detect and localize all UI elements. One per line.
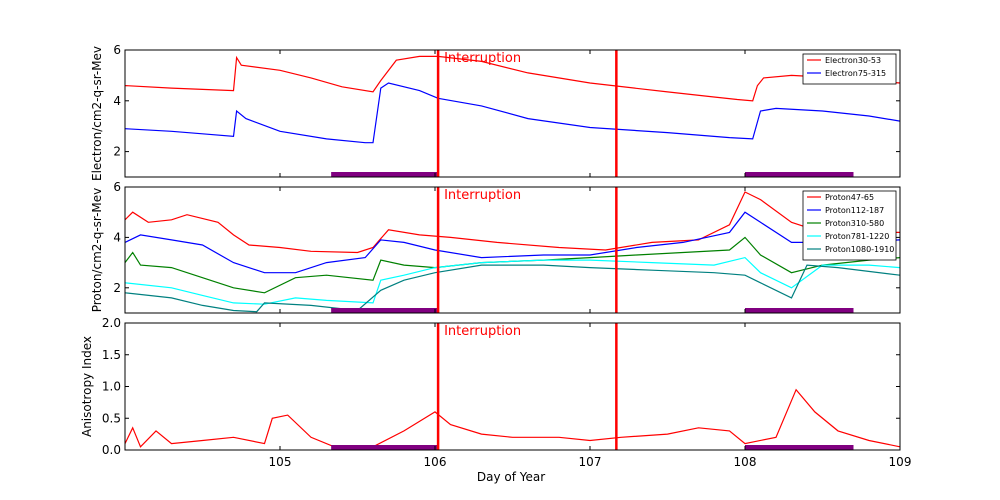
legend-entry: Proton310-580 [825,219,884,228]
axes-frame [124,49,901,178]
legend-entry: Electron75-315 [825,69,886,78]
y-axis-label: Anisotropy Index [80,336,94,437]
panel-1: Interruption 2 4 6 Electron/cm2-q-sr-Mev Elec… [90,43,901,181]
x-tick-label: 107 [579,455,602,469]
series-line-anisotropy [125,388,900,448]
data-gap-bar [331,172,439,177]
x-axis-label: Day of Year [477,470,545,484]
legend-entry: Proton781-1220 [825,232,889,241]
data-gap-bar [331,308,439,313]
data-gap-bar [331,445,439,450]
interruption-label: Interruption [444,324,521,339]
y-tick-label: 2 [113,145,121,159]
y-tick-label: 1.5 [102,348,121,362]
data-gap-bar [745,308,854,313]
y-tick-label: 2.0 [102,316,121,330]
y-tick-label: 6 [113,180,121,194]
axes-frame [124,186,901,314]
x-tick-label: 109 [889,455,912,469]
series-line-proton47-65 [125,191,900,254]
series-line-electron30-53 [125,55,900,102]
legend-entry: Proton47-65 [825,193,874,202]
plot-area [125,187,900,313]
series-line-proton1080-1910 [125,264,900,313]
data-gap-bar [745,172,854,177]
y-axis-label: Proton/cm2-q-sr-Mev [90,188,104,313]
legend-entry: Proton112-187 [825,206,884,215]
y-tick-label: 4 [113,94,121,108]
y-tick-label: 4 [113,230,121,244]
y-tick-label: 6 [113,43,121,57]
panel-3: Interruption 0.0 0.5 1.0 1.5 2.0 105 106 107 108 1… [80,316,911,469]
series-line-proton781-1220 [125,256,900,305]
legend: Proton47-65 Proton112-187 Proton310-580 Pro… [802,190,897,261]
series-line-electron75-315 [125,82,900,144]
x-tick-label: 105 [269,455,292,469]
data-gap-bar [745,445,854,450]
y-tick-label: 1.0 [102,380,121,394]
plot-area [125,323,900,450]
legend-entry: Electron30-53 [825,56,881,65]
panel-2: Interruption 2 4 6 Proton/cm2-q-sr-Mev Proton… [90,180,901,314]
interruption-label: Interruption [444,188,521,203]
x-tick-label: 106 [424,455,447,469]
y-tick-label: 0.0 [102,443,121,457]
y-tick-label: 2 [113,281,121,295]
y-axis-label: Electron/cm2-q-sr-Mev [90,46,104,181]
plot-area [125,50,900,177]
legend: Electron30-53 Electron75-315 [802,53,897,85]
x-tick-label: 108 [734,455,757,469]
legend-entry: Proton1080-1910 [825,245,894,254]
interruption-label: Interruption [444,51,521,66]
series-line-proton112-187 [125,211,900,274]
y-tick-label: 0.5 [102,411,121,425]
